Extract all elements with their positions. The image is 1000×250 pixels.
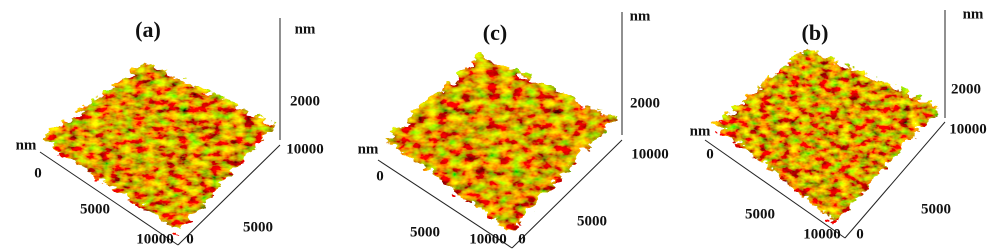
z-unit: nm <box>630 8 651 24</box>
x-tick: 5000 <box>745 206 775 222</box>
x-tick: 5000 <box>410 224 440 240</box>
y-axis <box>177 144 281 246</box>
z-unit: nm <box>963 6 984 22</box>
y-tick: 5000 <box>577 213 607 229</box>
x-tick: 0 <box>376 168 384 184</box>
x-tick: 10000 <box>803 226 841 242</box>
x-tick: 0 <box>706 146 714 162</box>
x-tick: 10000 <box>136 231 174 247</box>
panel: (b) nm 2000 10000 nm 0 5000 10000 0 5000 <box>690 6 987 242</box>
corner-tick: 10000 <box>631 146 669 162</box>
panel-label: (c) <box>483 20 507 45</box>
corner-tick: 10000 <box>949 121 987 137</box>
y-tick: 0 <box>518 231 526 247</box>
surface <box>42 62 275 232</box>
x-tick: 0 <box>34 165 42 181</box>
corner-tick: 10000 <box>286 141 324 157</box>
panel-label: (b) <box>802 20 829 45</box>
panel-label: (a) <box>135 17 161 42</box>
panel: (a) nm 2000 10000 nm 0 5000 10000 0 5000 <box>16 17 324 247</box>
x-tick: 5000 <box>80 201 110 217</box>
y-tick: 0 <box>186 231 194 247</box>
panel: (c) nm 2000 10000 nm 0 5000 10000 0 5000 <box>358 8 669 249</box>
z-tick: 2000 <box>290 93 320 109</box>
y-axis <box>844 121 946 239</box>
y-axis <box>511 139 623 249</box>
x-axis <box>704 139 846 239</box>
z-tick: 2000 <box>630 95 660 111</box>
x-tick: 10000 <box>469 231 507 247</box>
z-tick: 2000 <box>951 81 981 97</box>
y-tick: 5000 <box>243 219 273 235</box>
x-axis <box>377 159 513 249</box>
x-unit: nm <box>16 137 37 153</box>
z-unit: nm <box>295 21 316 37</box>
surface <box>715 48 940 222</box>
x-unit: nm <box>690 123 711 139</box>
y-tick: 5000 <box>921 201 951 217</box>
y-tick: 0 <box>856 226 864 242</box>
x-axis <box>39 151 179 246</box>
surface <box>385 55 615 232</box>
x-unit: nm <box>358 141 379 157</box>
